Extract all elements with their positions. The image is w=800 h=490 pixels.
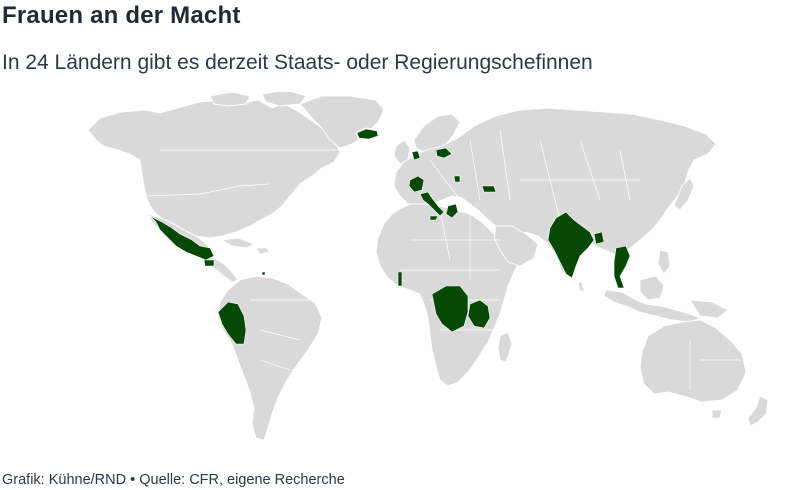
country-drc xyxy=(431,285,469,333)
country-india xyxy=(547,211,595,279)
indonesia xyxy=(603,289,701,323)
country-greece xyxy=(445,203,459,219)
country-italy-sicily xyxy=(429,215,439,221)
chart-title: Frauen an der Macht xyxy=(2,2,241,29)
country-honduras xyxy=(203,259,215,267)
country-thailand xyxy=(613,245,631,289)
land-layer xyxy=(87,92,769,441)
country-germany xyxy=(408,175,425,193)
world-map xyxy=(0,92,800,452)
country-peru xyxy=(217,301,247,345)
highlighted-layer xyxy=(149,128,631,345)
country-italy xyxy=(419,191,445,217)
country-bangladesh xyxy=(593,231,605,245)
source-credit: Grafik: Kühne/RND • Quelle: CFR, eigene … xyxy=(2,472,345,488)
country-georgia xyxy=(481,185,497,193)
country-barbados xyxy=(261,271,266,276)
caribbean-2 xyxy=(255,247,271,255)
borneo xyxy=(639,275,665,301)
madagascar xyxy=(497,331,513,363)
country-tanzania xyxy=(467,299,491,329)
scandinavia xyxy=(413,113,461,153)
arctic-islands xyxy=(209,92,251,107)
tasmania xyxy=(711,409,723,419)
country-iceland xyxy=(356,128,379,140)
caribbean xyxy=(221,237,255,249)
sri-lanka xyxy=(577,281,585,293)
country-baltics xyxy=(435,147,453,159)
new-zealand xyxy=(747,395,769,427)
country-denmark xyxy=(411,150,421,161)
country-moldova xyxy=(453,175,461,183)
south-america xyxy=(217,275,323,441)
arabia xyxy=(493,225,539,267)
japan xyxy=(673,177,695,211)
country-togo xyxy=(397,271,403,287)
new-guinea xyxy=(689,299,729,319)
border-layer xyxy=(145,129,740,390)
philippines xyxy=(657,249,671,275)
arctic-islands-2 xyxy=(261,92,307,107)
chart-subtitle: In 24 Ländern gibt es derzeit Staats- od… xyxy=(2,51,593,74)
country-mexico xyxy=(149,215,215,261)
north-america xyxy=(87,99,341,239)
australia xyxy=(639,319,747,403)
